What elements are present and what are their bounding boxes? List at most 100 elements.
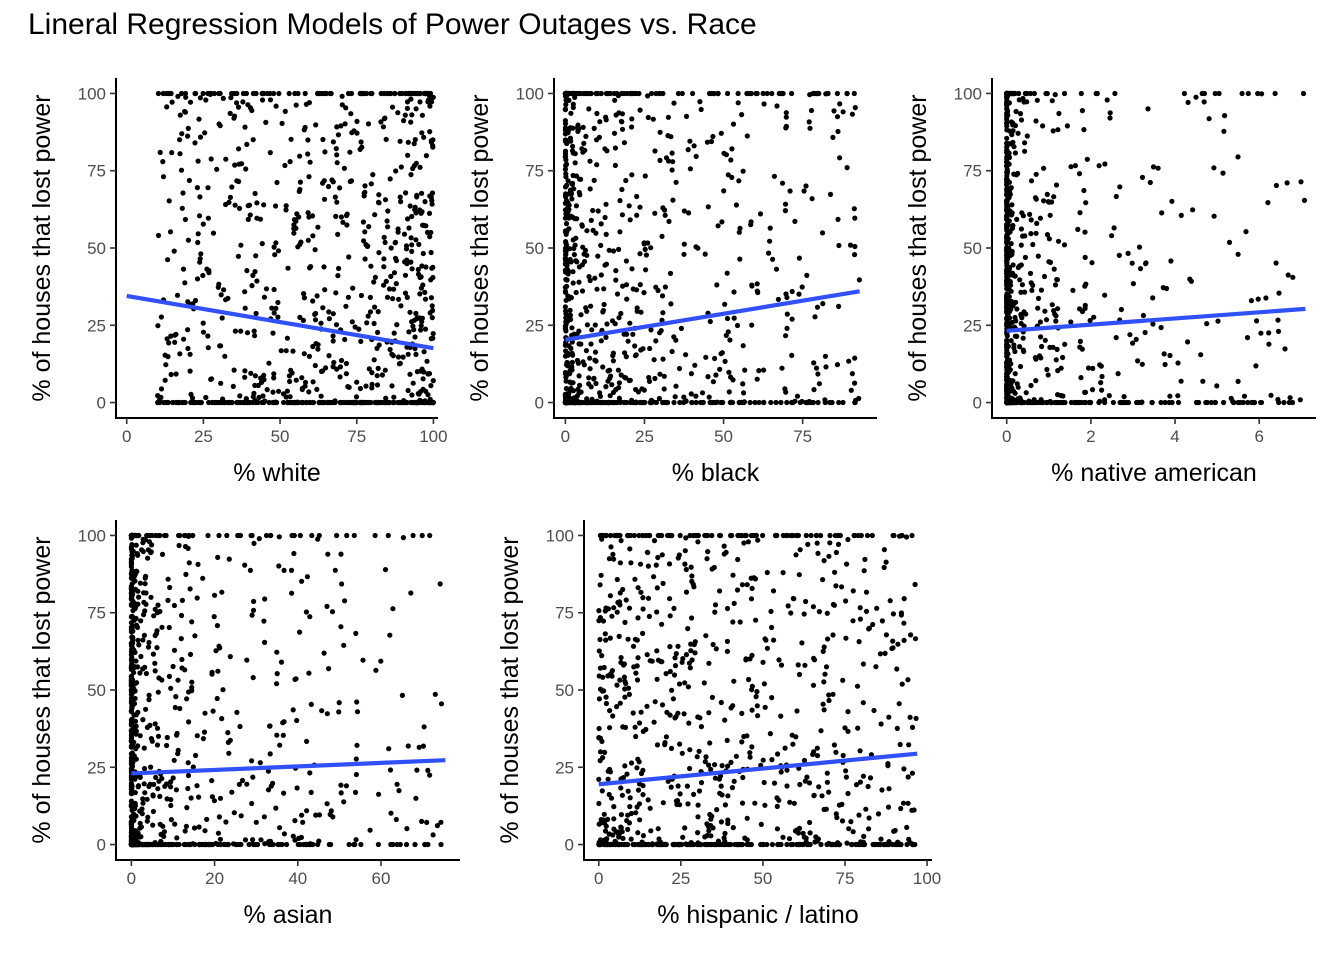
data-point bbox=[1051, 266, 1057, 272]
data-point bbox=[600, 309, 606, 315]
data-point bbox=[197, 95, 203, 101]
data-point bbox=[143, 670, 149, 677]
data-point bbox=[128, 674, 134, 680]
data-point bbox=[278, 659, 285, 665]
data-point bbox=[618, 310, 624, 317]
data-point bbox=[905, 774, 911, 780]
data-point bbox=[1112, 90, 1118, 97]
data-point bbox=[133, 723, 139, 729]
data-point bbox=[225, 730, 231, 736]
data-point bbox=[274, 732, 280, 738]
data-point bbox=[1070, 287, 1076, 293]
data-point bbox=[1149, 399, 1155, 406]
data-point bbox=[603, 231, 609, 237]
data-point bbox=[302, 124, 308, 131]
data-point bbox=[290, 707, 296, 713]
data-point bbox=[680, 656, 686, 662]
data-point bbox=[734, 322, 741, 329]
data-point bbox=[807, 830, 813, 836]
data-point bbox=[570, 104, 576, 111]
data-point bbox=[150, 808, 156, 815]
data-point bbox=[422, 841, 428, 848]
data-point bbox=[1196, 399, 1202, 406]
data-point bbox=[263, 532, 270, 539]
data-point bbox=[155, 323, 161, 329]
data-point bbox=[749, 707, 755, 713]
data-point bbox=[626, 820, 633, 826]
data-point bbox=[427, 310, 433, 316]
data-point bbox=[266, 839, 272, 845]
data-point bbox=[226, 750, 232, 756]
data-point bbox=[1245, 399, 1251, 406]
data-point bbox=[769, 695, 775, 701]
data-point bbox=[702, 841, 708, 848]
data-point bbox=[719, 399, 725, 406]
data-point bbox=[667, 613, 673, 619]
data-point bbox=[633, 90, 639, 97]
data-point bbox=[370, 172, 376, 178]
data-point bbox=[852, 105, 858, 111]
data-point bbox=[409, 266, 415, 272]
data-point bbox=[712, 609, 718, 615]
data-point bbox=[728, 532, 734, 539]
data-point bbox=[404, 105, 410, 111]
data-point bbox=[640, 767, 646, 774]
data-point bbox=[607, 532, 614, 539]
data-point bbox=[393, 816, 399, 823]
data-point bbox=[724, 270, 730, 276]
data-point bbox=[170, 663, 176, 670]
data-point bbox=[273, 805, 279, 811]
data-point bbox=[886, 714, 892, 720]
data-point bbox=[1222, 113, 1228, 119]
data-point bbox=[595, 399, 601, 406]
data-point bbox=[337, 364, 343, 370]
data-point bbox=[285, 399, 291, 406]
data-point bbox=[616, 841, 623, 848]
data-point bbox=[246, 202, 253, 208]
data-point bbox=[200, 575, 206, 581]
data-point bbox=[617, 677, 623, 683]
data-point bbox=[1014, 333, 1020, 339]
data-point bbox=[230, 383, 236, 389]
data-point bbox=[430, 331, 436, 337]
data-point bbox=[362, 229, 368, 235]
data-point bbox=[1004, 255, 1010, 261]
data-point bbox=[405, 743, 411, 749]
data-point bbox=[649, 90, 655, 97]
data-point bbox=[277, 742, 283, 748]
data-point bbox=[367, 294, 373, 300]
data-point bbox=[844, 840, 850, 846]
data-point bbox=[425, 90, 431, 97]
data-point bbox=[717, 366, 723, 372]
data-point bbox=[1111, 225, 1117, 231]
data-point bbox=[1047, 212, 1053, 218]
data-point bbox=[758, 841, 764, 848]
data-point bbox=[712, 841, 718, 848]
data-point bbox=[203, 97, 209, 103]
data-point bbox=[575, 360, 582, 366]
data-point bbox=[1093, 90, 1099, 97]
data-point bbox=[757, 211, 764, 217]
data-point bbox=[368, 181, 374, 187]
data-point bbox=[133, 615, 139, 622]
data-point bbox=[389, 104, 396, 110]
data-point bbox=[766, 250, 772, 256]
data-point bbox=[744, 815, 750, 821]
data-point bbox=[753, 532, 760, 539]
data-point bbox=[297, 314, 303, 320]
data-point bbox=[339, 102, 345, 108]
data-point bbox=[296, 835, 302, 842]
data-point bbox=[195, 561, 201, 568]
data-point bbox=[347, 149, 353, 155]
data-point bbox=[133, 833, 139, 839]
data-point bbox=[1061, 90, 1068, 97]
data-point bbox=[334, 160, 340, 166]
data-point bbox=[596, 648, 602, 654]
data-point bbox=[612, 97, 618, 103]
data-point bbox=[159, 551, 166, 558]
data-point bbox=[687, 138, 693, 144]
data-point bbox=[297, 532, 303, 539]
data-point bbox=[726, 369, 732, 375]
data-point bbox=[846, 826, 852, 832]
